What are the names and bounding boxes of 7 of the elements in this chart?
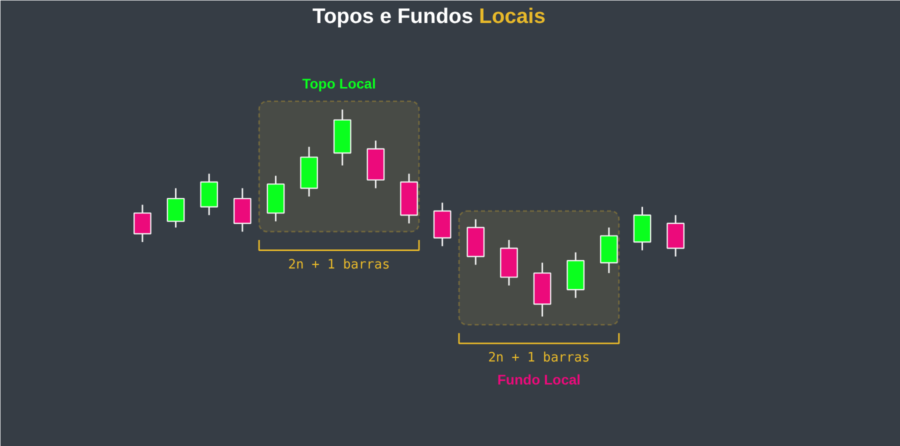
candlestick [134, 204, 152, 243]
text: 2n + 1 barras [488, 350, 590, 366]
text: Topo Local [302, 76, 376, 92]
candlestick [166, 187, 185, 228]
annotation: 2n + 1 barras [288, 257, 390, 272]
text: Fundo Local [497, 372, 581, 388]
chart-title: Topos e Fundos Locais [312, 4, 546, 28]
